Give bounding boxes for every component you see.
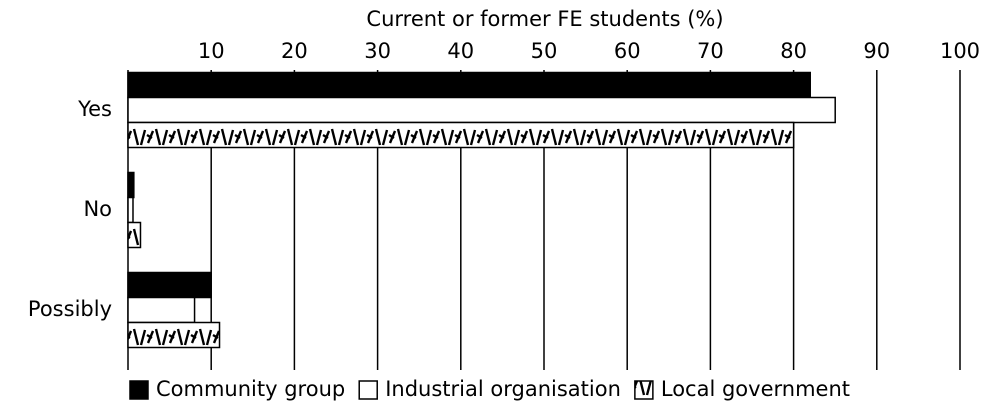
- y-tick-label: Yes: [77, 97, 112, 121]
- bar: [127, 321, 221, 349]
- legend-label: Industrial organisation: [385, 377, 621, 401]
- legend-label: Local government: [661, 377, 850, 401]
- x-tick-label: 30: [364, 39, 391, 63]
- bar: [127, 196, 134, 224]
- bar: [127, 271, 212, 299]
- y-tick-label: Possibly: [28, 297, 112, 321]
- bar: [127, 121, 795, 149]
- x-axis-label: Current or former FE students (%): [366, 7, 723, 31]
- x-tick-label: 50: [531, 39, 558, 63]
- legend-swatch: [129, 380, 149, 400]
- x-tick-label: 100: [940, 39, 980, 63]
- bar: [127, 221, 142, 249]
- legend-swatch: [358, 380, 378, 400]
- legend-swatch: [634, 380, 654, 400]
- x-tick-label: 70: [697, 39, 724, 63]
- bar: [127, 96, 836, 124]
- legend-label: Community group: [156, 377, 345, 401]
- bar: [127, 296, 196, 324]
- bar: [127, 171, 135, 199]
- x-tick-label: 10: [198, 39, 225, 63]
- x-tick-label: 40: [447, 39, 474, 63]
- bar: [127, 71, 811, 99]
- x-tick-label: 60: [614, 39, 641, 63]
- x-tick-label: 20: [281, 39, 308, 63]
- x-tick-label: 90: [863, 39, 890, 63]
- y-tick-label: No: [83, 197, 112, 221]
- x-tick-label: 80: [780, 39, 807, 63]
